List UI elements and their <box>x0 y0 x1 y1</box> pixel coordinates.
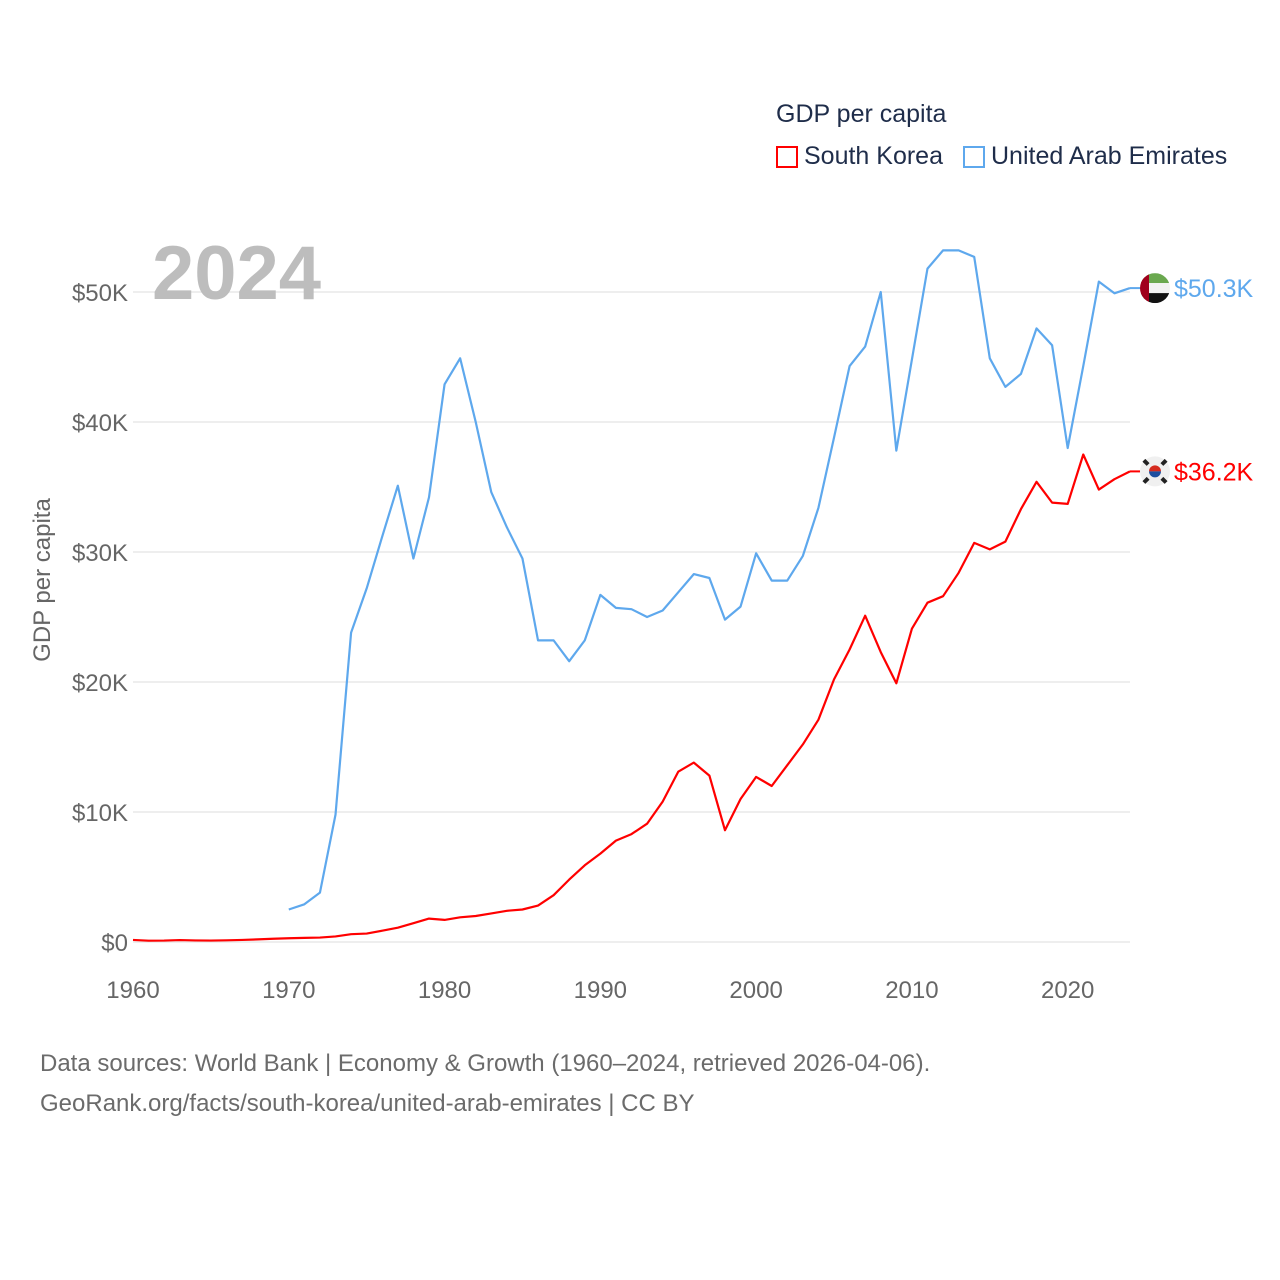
series-line-uae <box>288 249 1131 911</box>
flag-trigram <box>1142 476 1150 484</box>
legend: South Korea United Arab Emirates <box>776 142 1227 171</box>
x-tick-label: 1970 <box>262 977 315 1004</box>
series-line-south-korea <box>132 453 1131 942</box>
flag-stripe <box>1140 273 1170 284</box>
legend-label: United Arab Emirates <box>991 142 1228 170</box>
current-year-label: 2024 <box>152 231 322 316</box>
legend-swatch-south-korea <box>776 145 798 168</box>
x-tick-label: 1960 <box>106 977 159 1004</box>
flag-taegeuk <box>1149 471 1161 478</box>
legend-swatch-uae <box>963 145 985 168</box>
flag-stripe <box>1140 283 1170 294</box>
x-tick-label: 1990 <box>574 977 627 1004</box>
source-note: Data sources: World Bank | Economy & Gro… <box>40 1050 931 1077</box>
legend-title: GDP per capita <box>776 100 947 128</box>
y-tick-label: $20K <box>72 670 128 697</box>
y-tick-label: $10K <box>72 800 128 827</box>
y-tick-label: $40K <box>72 410 128 437</box>
end-value-label: $36.2K <box>1174 458 1254 486</box>
footer: Data sources: World Bank | Economy & Gro… <box>40 1044 930 1124</box>
x-tick-label: 1980 <box>418 977 471 1004</box>
legend-label: South Korea <box>804 142 943 170</box>
x-tick-label: 2010 <box>885 977 938 1004</box>
flag-stripe <box>1140 273 1149 304</box>
flag-taegeuk <box>1149 465 1161 472</box>
y-tick-label: $30K <box>72 540 128 567</box>
attribution-link[interactable]: GeoRank.org/facts/south-korea/united-ara… <box>40 1090 695 1117</box>
y-tick-label: $50K <box>72 280 128 307</box>
y-tick-label: $0 <box>101 930 128 957</box>
x-tick-label: 2000 <box>729 977 782 1004</box>
flag-trigram <box>1160 458 1168 466</box>
legend-item-uae[interactable]: United Arab Emirates <box>963 142 1227 171</box>
y-axis-label: GDP per capita <box>29 498 56 662</box>
end-value-label: $50.3K <box>1174 275 1254 303</box>
flag-trigram <box>1142 458 1150 466</box>
flag-stripe <box>1140 293 1170 304</box>
x-tick-label: 2020 <box>1041 977 1094 1004</box>
flag-trigram <box>1160 476 1168 484</box>
legend-item-south-korea[interactable]: South Korea <box>776 142 943 171</box>
